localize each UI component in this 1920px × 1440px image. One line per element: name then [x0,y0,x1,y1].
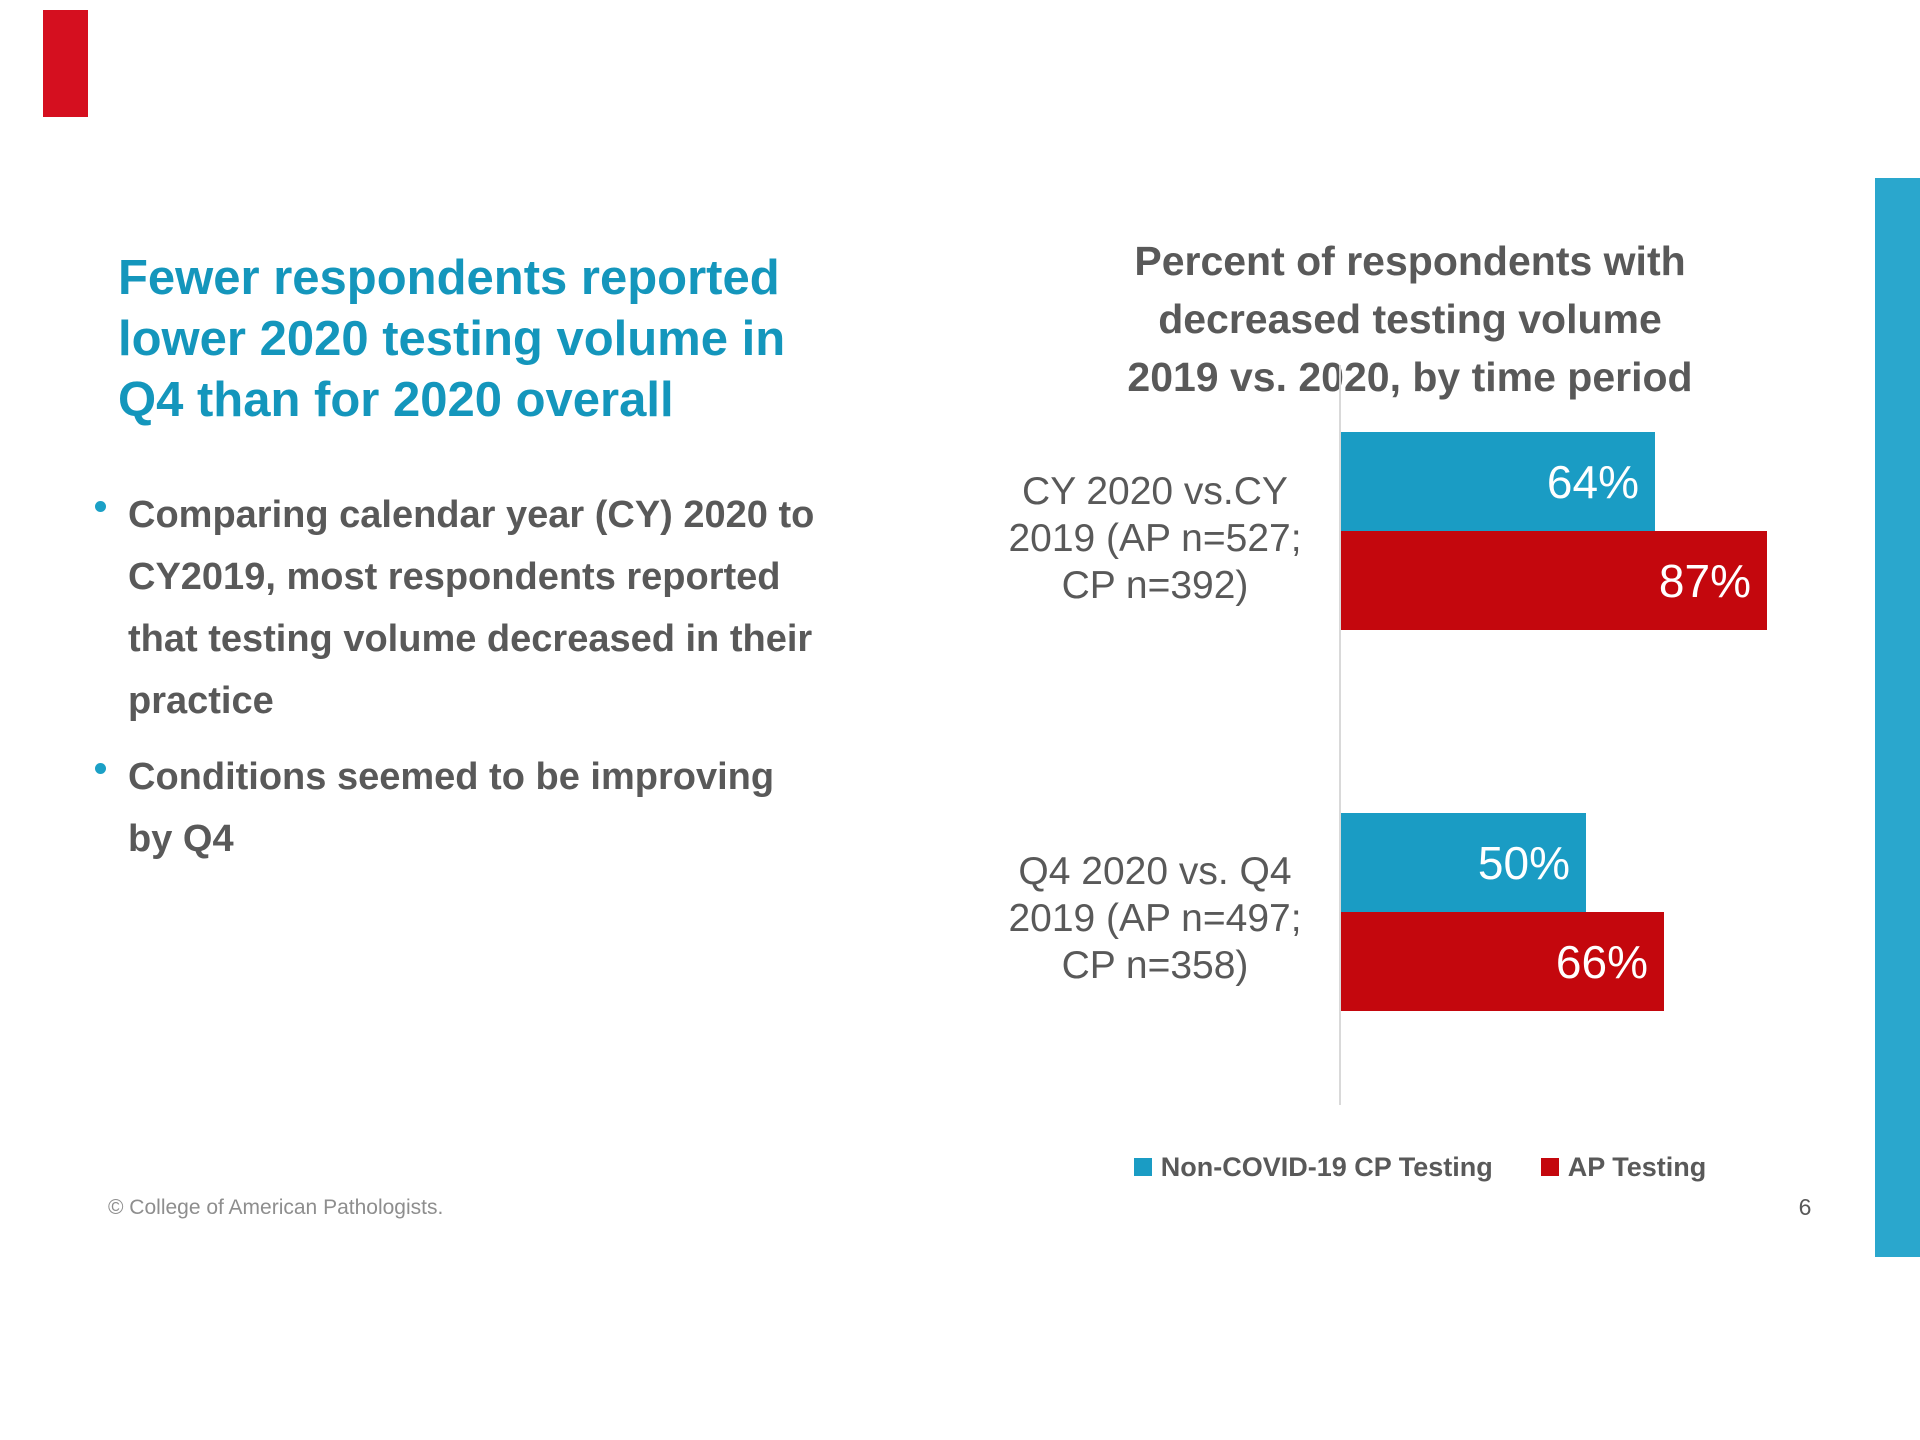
bullet-dot-icon [95,501,106,512]
footer-copyright: © College of American Pathologists. [108,1196,444,1219]
legend-label: AP Testing [1567,1151,1707,1182]
bar-value-label: 64% [1546,455,1639,508]
bar-ap-category-2: 66% [1341,912,1664,1011]
bullet-dot-icon [95,763,106,774]
bullet-item: Conditions seemed to be improving by Q4 [95,746,915,870]
chart-category-label-line: CP n=358) [1061,944,1249,987]
legend-item: Non-COVID-19 CP Testing [1133,1148,1493,1186]
bar-cp-category-1: 64% [1341,432,1655,531]
bullet-item: Comparing calendar year (CY) 2020 to CY20… [95,484,915,732]
bullet-text-line: by Q4 [128,818,234,860]
legend-item: AP Testing [1540,1148,1707,1186]
chart-title-line: decreased testing volume [1158,296,1662,342]
bar-value-label: 66% [1555,935,1648,988]
chart-title: Percent of respondents with decreased tes… [1120,232,1700,406]
chart-category-label-line: 2019 (AP n=527; [1008,517,1302,560]
legend-swatch-icon [1133,1158,1152,1176]
teal-side-bar [1875,178,1920,1257]
chart-axis-line [1339,365,1341,1105]
bar-value-label: 50% [1477,836,1570,889]
bar-ap-category-1: 87% [1341,531,1767,630]
chart-category-label: Q4 2020 vs. Q4 2019 (AP n=497; CP n=358) [975,848,1335,989]
chart-category-label: CY 2020 vs.CY 2019 (AP n=527; CP n=392) [975,468,1335,609]
bullet-list: Comparing calendar year (CY) 2020 to CY20… [95,484,915,884]
bar-cp-category-2: 50% [1341,813,1586,912]
red-corner-accent [43,10,88,117]
chart-title-line: 2019 vs. 2020, by time period [1127,354,1693,400]
legend-label: Non-COVID-19 CP Testing [1160,1151,1493,1182]
chart-category-label-line: Q4 2020 vs. Q4 [1018,850,1292,893]
chart-category-label-line: CP n=392) [1061,564,1249,607]
bullet-text-line: Conditions seemed to be improving [128,756,775,798]
chart-title-line: Percent of respondents with [1134,238,1686,284]
chart-category-label-line: CY 2020 vs.CY [1022,470,1288,513]
chart-category-label-line: 2019 (AP n=497; [1008,897,1302,940]
page-number: 6 [1798,1194,1812,1220]
slide-title-line: Fewer respondents reported [118,251,780,305]
legend-swatch-icon [1540,1158,1559,1176]
bullet-text-line: Comparing calendar year (CY) 2020 to [128,494,815,536]
bullet-text-line: CY2019, most respondents reported [128,556,781,598]
slide-title: Fewer respondents reported lower 2020 tes… [118,248,908,431]
slide-title-line: lower 2020 testing volume in [118,312,786,366]
bullet-text-line: that testing volume decreased in their [128,618,813,660]
chart-legend: Non-COVID-19 CP Testing AP Testing [1080,1148,1760,1186]
bar-value-label: 87% [1658,554,1751,607]
slide-title-line: Q4 than for 2020 overall [118,373,674,427]
bullet-text-line: practice [128,680,274,722]
